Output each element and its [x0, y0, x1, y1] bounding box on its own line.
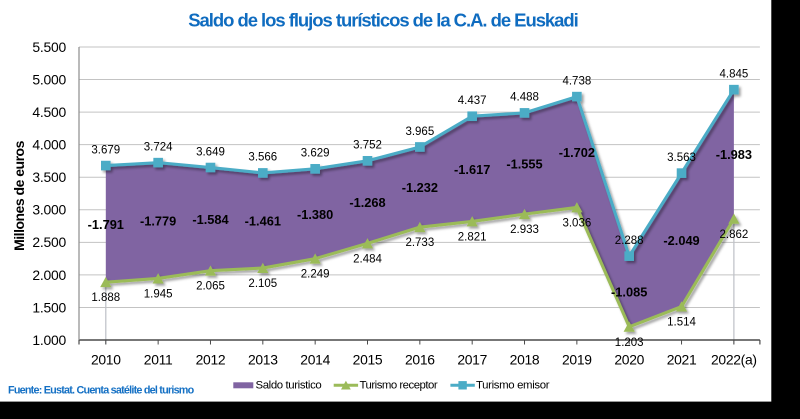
svg-text:3.563: 3.563	[667, 152, 696, 164]
svg-text:2011: 2011	[144, 352, 173, 368]
svg-text:2.733: 2.733	[405, 237, 434, 249]
svg-text:-1.983: -1.983	[716, 147, 752, 162]
svg-text:2016: 2016	[405, 352, 435, 368]
svg-text:-1.461: -1.461	[245, 213, 281, 228]
svg-text:4.500: 4.500	[32, 104, 66, 120]
svg-text:-1.232: -1.232	[402, 180, 438, 195]
svg-text:2010: 2010	[91, 352, 121, 368]
svg-text:2.484: 2.484	[353, 253, 382, 265]
svg-text:3.000: 3.000	[32, 202, 66, 218]
svg-text:1.514: 1.514	[667, 317, 696, 329]
svg-text:3.752: 3.752	[353, 140, 382, 152]
svg-text:2.105: 2.105	[248, 278, 277, 290]
svg-text:3.649: 3.649	[196, 146, 225, 158]
svg-text:5.500: 5.500	[32, 39, 66, 55]
svg-text:2015: 2015	[353, 352, 383, 368]
svg-text:1.500: 1.500	[32, 299, 66, 315]
svg-text:2.249: 2.249	[301, 269, 330, 281]
svg-text:2021: 2021	[667, 352, 697, 368]
svg-text:1.203: 1.203	[615, 337, 644, 349]
svg-text:2022(a): 2022(a)	[711, 352, 757, 368]
svg-text:4.437: 4.437	[458, 95, 487, 107]
svg-text:1.945: 1.945	[144, 288, 173, 300]
svg-text:-1.702: -1.702	[559, 145, 595, 160]
svg-text:2.862: 2.862	[719, 229, 748, 241]
svg-text:3.500: 3.500	[32, 169, 66, 185]
svg-text:2013: 2013	[248, 352, 278, 368]
svg-text:2017: 2017	[457, 352, 487, 368]
svg-text:-1.791: -1.791	[88, 217, 124, 232]
svg-text:3.629: 3.629	[301, 148, 330, 160]
svg-text:3.724: 3.724	[144, 141, 173, 153]
svg-text:3.566: 3.566	[248, 152, 277, 164]
svg-text:-1.380: -1.380	[297, 207, 333, 222]
svg-text:Fuente: Eustat. Cuenta satélit: Fuente: Eustat. Cuenta satélite del turi…	[8, 385, 195, 397]
svg-text:2.933: 2.933	[510, 224, 539, 236]
svg-text:-1.617: -1.617	[454, 162, 490, 177]
svg-text:2.821: 2.821	[458, 231, 487, 243]
svg-text:2.065: 2.065	[196, 281, 225, 293]
svg-text:2.288: 2.288	[615, 235, 644, 247]
svg-text:-1.268: -1.268	[349, 195, 385, 210]
svg-text:2012: 2012	[196, 352, 226, 368]
svg-text:3.965: 3.965	[405, 126, 434, 138]
svg-text:2.000: 2.000	[32, 267, 66, 283]
svg-text:1.000: 1.000	[32, 332, 66, 348]
svg-text:4.738: 4.738	[562, 75, 591, 87]
svg-text:4.000: 4.000	[32, 137, 66, 153]
svg-text:4.488: 4.488	[510, 92, 539, 104]
svg-text:2018: 2018	[510, 352, 540, 368]
svg-text:4.845: 4.845	[719, 68, 748, 80]
svg-text:1.888: 1.888	[91, 292, 120, 304]
svg-text:-1.085: -1.085	[611, 284, 647, 299]
svg-text:-2.049: -2.049	[663, 233, 699, 248]
svg-text:Saldo de los flujos turísticos: Saldo de los flujos turísticos de la C.A…	[188, 10, 578, 31]
svg-text:2.500: 2.500	[32, 234, 66, 250]
svg-text:2014: 2014	[300, 352, 330, 368]
svg-text:-1.779: -1.779	[140, 214, 176, 229]
svg-text:3.679: 3.679	[91, 144, 120, 156]
svg-text:2020: 2020	[614, 352, 644, 368]
svg-text:Turismo emisor: Turismo emisor	[476, 380, 550, 392]
svg-text:Saldo turistico: Saldo turistico	[256, 380, 322, 392]
svg-text:5.000: 5.000	[32, 71, 66, 87]
svg-text:3.036: 3.036	[562, 217, 591, 229]
svg-text:-1.555: -1.555	[506, 157, 542, 172]
svg-text:2019: 2019	[562, 352, 592, 368]
svg-text:-1.584: -1.584	[192, 212, 229, 227]
svg-text:Turismo receptor: Turismo receptor	[360, 380, 438, 392]
svg-text:Millones de euros: Millones de euros	[11, 140, 27, 250]
